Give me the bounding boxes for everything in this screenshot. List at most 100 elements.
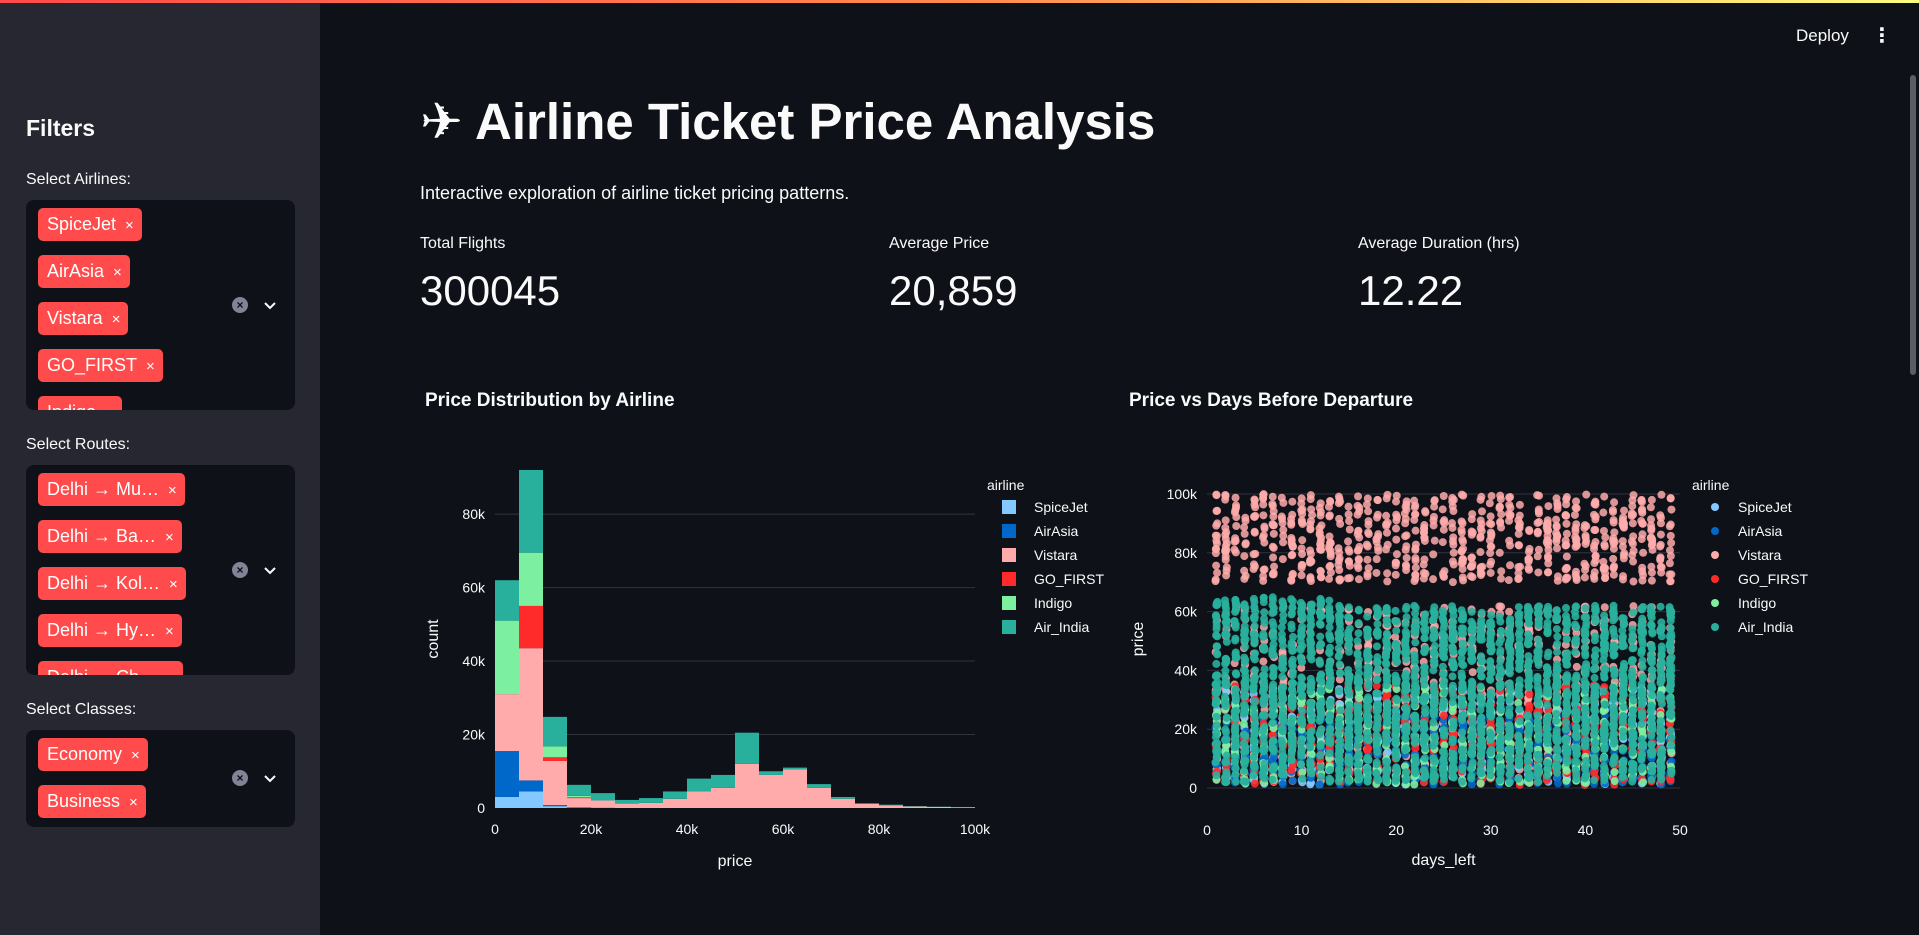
scatter-point-airasia [1514, 716, 1523, 725]
scatter-point-indigo [1277, 763, 1286, 772]
scatter-point-vistara [1221, 547, 1230, 556]
chip-airline[interactable]: Vistara × [38, 302, 129, 335]
scatter-point-indigo [1440, 700, 1449, 709]
scatter-point-go_first [1392, 721, 1401, 730]
chip-route[interactable]: Delhi → Kol… × [38, 567, 186, 600]
scatter-point-airasia [1505, 715, 1514, 724]
scatter-point-vistara [1250, 667, 1259, 676]
airlines-multiselect[interactable]: SpiceJet× AirAsia× Vistara× GO_FIRST× In… [26, 200, 295, 410]
scatter-point-vistara [1411, 767, 1420, 776]
deploy-button[interactable]: Deploy [1796, 26, 1849, 45]
chip-remove-icon[interactable]: × [129, 794, 138, 811]
scatter-point-air_india [1222, 778, 1231, 787]
scatter-point-vistara [1430, 687, 1439, 696]
scatter-point-spicejet [1457, 693, 1466, 702]
scatter-point-air_india [1449, 758, 1458, 767]
scatter-point-vistara [1524, 693, 1533, 702]
scatter-point-spicejet [1458, 763, 1467, 772]
chip-remove-icon[interactable]: × [169, 576, 178, 593]
scatter-point-air_india [1534, 619, 1543, 628]
scatter-point-air_india [1231, 724, 1240, 733]
scatter-point-vistara [1324, 502, 1333, 511]
chip-remove-icon[interactable]: × [125, 217, 134, 234]
chip-route[interactable]: Delhi → Ba… × [38, 520, 182, 553]
scatter-point-vistara [1487, 492, 1496, 501]
scatter-point-air_india [1240, 657, 1249, 666]
scatter-point-go_first [1600, 693, 1609, 702]
chip-remove-icon[interactable]: × [105, 405, 114, 410]
scatter-point-air_india [1590, 658, 1599, 667]
scatter-point-vistara [1382, 520, 1391, 529]
scatter-point-air_india [1391, 706, 1400, 715]
chip-remove-icon[interactable]: × [165, 529, 174, 546]
scatter-point-air_india [1335, 620, 1344, 629]
chip-airline[interactable]: AirAsia × [38, 255, 130, 288]
scatter-point-go_first [1646, 764, 1655, 773]
scatter-point-spicejet [1524, 710, 1533, 719]
scatter-point-airasia [1610, 756, 1619, 765]
scatter-point-indigo [1249, 709, 1258, 718]
scatter-point-airasia [1402, 760, 1411, 769]
scatter-point-air_india [1486, 636, 1495, 645]
scatter-point-vistara [1212, 521, 1221, 530]
scrollbar-thumb[interactable] [1910, 75, 1916, 375]
chip-airline[interactable]: GO_FIRST × [38, 349, 163, 382]
scatter-point-vistara [1240, 637, 1249, 646]
scatter-point-go_first [1600, 720, 1609, 729]
chip-remove-icon[interactable]: × [131, 747, 140, 764]
chip-remove-icon[interactable]: × [146, 358, 155, 375]
chip-airline[interactable]: Indigo× [38, 396, 122, 410]
scatter-point-spicejet [1287, 759, 1296, 768]
scatter-point-airasia [1610, 714, 1619, 723]
scatter-point-air_india [1287, 755, 1296, 764]
scatter-point-air_india [1440, 653, 1449, 662]
chip-remove-icon[interactable]: × [165, 623, 174, 640]
chip-route[interactable]: Delhi → Hy… × [38, 614, 182, 647]
scatter-point-air_india [1562, 619, 1571, 628]
chip-remove-icon[interactable]: × [168, 482, 177, 499]
scatter-point-vistara [1637, 604, 1646, 613]
scatter-point-vistara [1666, 708, 1675, 717]
scatter-point-spicejet [1523, 770, 1532, 779]
routes-multiselect[interactable]: Delhi → Mu… × Delhi → Ba… × Delhi → Kol… × … [26, 465, 295, 675]
chip-class[interactable]: Business × [38, 785, 146, 818]
chip-remove-icon[interactable]: × [166, 670, 175, 675]
scatter-point-air_india [1363, 716, 1372, 725]
scatter-point-go_first [1553, 682, 1562, 691]
scatter-point-indigo [1325, 715, 1334, 724]
scatter-point-spicejet [1382, 768, 1391, 777]
kebab-menu-icon[interactable]: ⋮ [1872, 25, 1892, 47]
scatter-point-vistara [1335, 737, 1344, 746]
clear-all-icon[interactable]: × [232, 562, 248, 578]
clear-all-icon[interactable]: × [232, 770, 248, 786]
chip-route[interactable]: Delhi → Ch…× [38, 661, 183, 675]
classes-multiselect[interactable]: Economy × Business × × [26, 730, 295, 827]
scatter-point-vistara [1297, 561, 1306, 570]
chip-class[interactable]: Economy × [38, 738, 148, 771]
scatter-point-indigo [1249, 684, 1258, 693]
scatter-point-vistara [1354, 527, 1363, 536]
scatter-point-indigo [1278, 693, 1287, 702]
chip-airline[interactable]: SpiceJet × [38, 208, 142, 241]
chevron-down-icon[interactable] [262, 297, 278, 313]
scatter-point-air_india [1486, 657, 1495, 666]
scatter-point-indigo [1504, 737, 1513, 746]
scatter-point-air_india [1525, 674, 1534, 683]
scatter-point-air_india [1514, 731, 1523, 740]
chip-remove-icon[interactable]: × [113, 264, 122, 281]
scatter-point-air_india [1345, 640, 1354, 649]
scatter-point-vistara [1373, 496, 1382, 505]
scatter-point-air_india [1514, 774, 1523, 783]
chevron-down-icon[interactable] [262, 562, 278, 578]
scatter-point-vistara [1448, 502, 1457, 511]
scatter-point-air_india [1562, 687, 1571, 696]
scatter-point-go_first [1421, 691, 1430, 700]
scatter-point-spicejet [1627, 710, 1636, 719]
chip-route[interactable]: Delhi → Mu… × [38, 473, 185, 506]
scatter-point-spicejet [1249, 775, 1258, 784]
chevron-down-icon[interactable] [262, 770, 278, 786]
scatter-point-vistara [1524, 554, 1533, 563]
clear-all-icon[interactable]: × [232, 297, 248, 313]
chip-remove-icon[interactable]: × [111, 311, 121, 328]
scatter-point-vistara [1666, 732, 1675, 741]
